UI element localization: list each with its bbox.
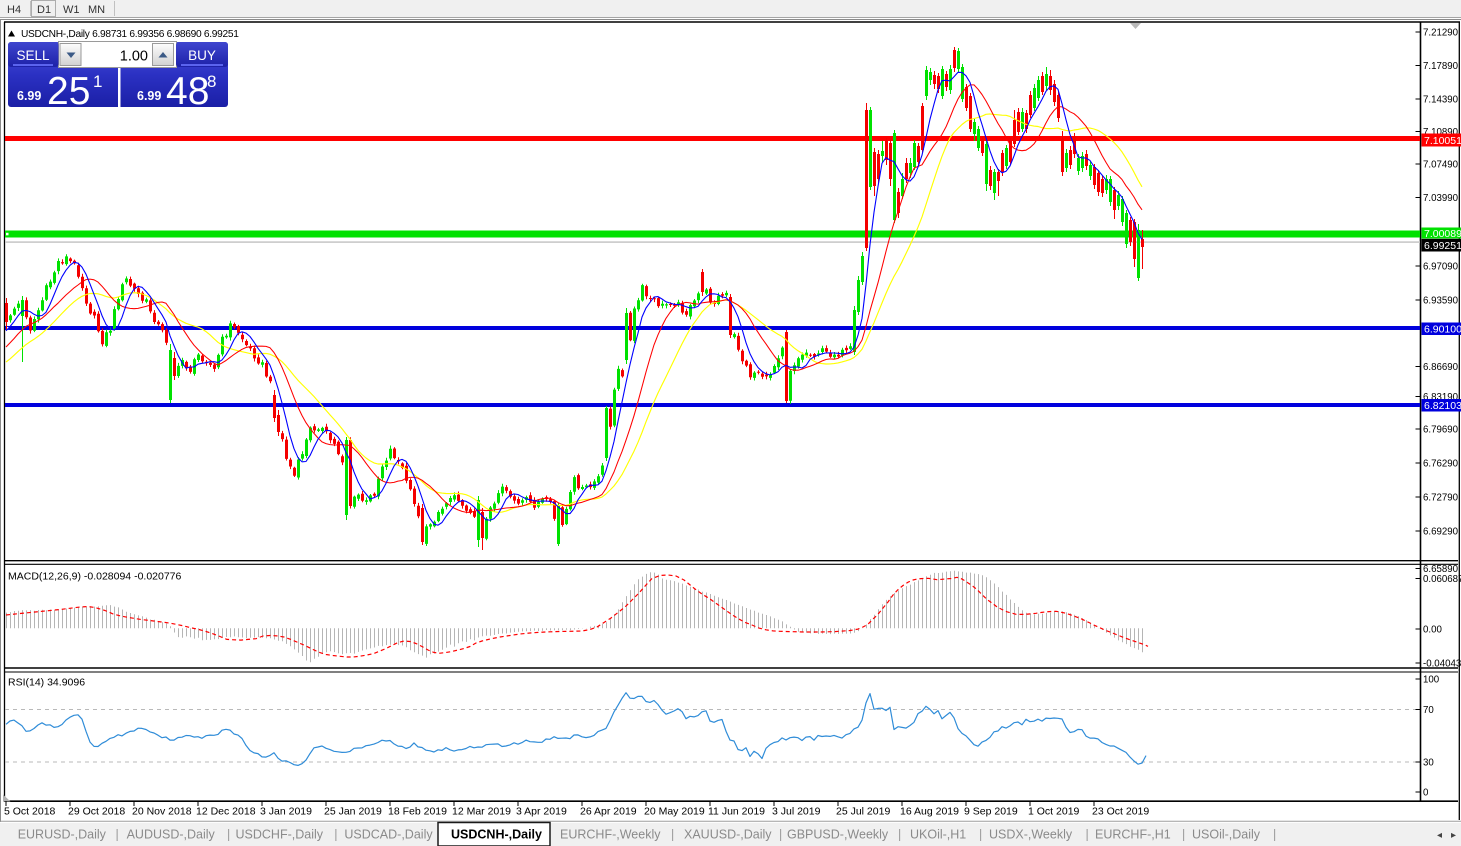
svg-text:|: | <box>671 828 674 842</box>
svg-text:6.79690: 6.79690 <box>1423 424 1459 435</box>
svg-text:70: 70 <box>1423 705 1434 716</box>
svg-text:23 Oct 2019: 23 Oct 2019 <box>1092 806 1149 818</box>
svg-text:|: | <box>1182 828 1185 842</box>
svg-text:6.90100: 6.90100 <box>1424 324 1461 336</box>
svg-text:18 Feb 2019: 18 Feb 2019 <box>388 806 447 818</box>
svg-text:W1: W1 <box>63 4 80 16</box>
svg-text:|: | <box>779 828 782 842</box>
svg-text:6.76290: 6.76290 <box>1423 458 1459 469</box>
svg-text:6.72790: 6.72790 <box>1423 492 1459 503</box>
svg-text:▸: ▸ <box>1451 830 1456 841</box>
svg-text:-0.040431: -0.040431 <box>1423 658 1461 669</box>
svg-text:|: | <box>1086 828 1089 842</box>
svg-text:7.07490: 7.07490 <box>1423 159 1459 170</box>
svg-text:6.83190: 6.83190 <box>1423 392 1459 403</box>
svg-text:|: | <box>1273 828 1276 842</box>
svg-text:6.69290: 6.69290 <box>1423 526 1459 537</box>
svg-text:1 Oct 2019: 1 Oct 2019 <box>1028 806 1080 818</box>
svg-text:3 Jul 2019: 3 Jul 2019 <box>772 806 821 818</box>
svg-text:0: 0 <box>1423 787 1429 798</box>
svg-text:UKOil-,H1: UKOil-,H1 <box>910 828 966 842</box>
svg-text:D1: D1 <box>37 4 51 16</box>
svg-text:|: | <box>334 828 337 842</box>
svg-text:GBPUSD-,Weekly: GBPUSD-,Weekly <box>787 828 889 842</box>
svg-text:6.93590: 6.93590 <box>1423 295 1459 306</box>
svg-text:EURUSD-,Daily: EURUSD-,Daily <box>18 828 107 842</box>
svg-text:6.99: 6.99 <box>17 89 41 103</box>
svg-text:3 Jan 2019: 3 Jan 2019 <box>260 806 312 818</box>
svg-text:7.10890: 7.10890 <box>1423 127 1459 138</box>
svg-text:6.82103: 6.82103 <box>1424 400 1461 412</box>
svg-text:25 Jan 2019: 25 Jan 2019 <box>324 806 382 818</box>
svg-text:BUY: BUY <box>188 48 216 63</box>
svg-text:48: 48 <box>166 70 209 113</box>
svg-text:XAUUSD-,Daily: XAUUSD-,Daily <box>684 828 772 842</box>
svg-text:29 Oct 2018: 29 Oct 2018 <box>68 806 125 818</box>
svg-text:16 Aug 2019: 16 Aug 2019 <box>900 806 959 818</box>
svg-text:◂: ◂ <box>1437 830 1442 841</box>
svg-text:|: | <box>227 828 230 842</box>
svg-text:6.99: 6.99 <box>137 89 161 103</box>
svg-text:AUDUSD-,Daily: AUDUSD-,Daily <box>127 828 216 842</box>
svg-text:0.00: 0.00 <box>1423 624 1442 635</box>
svg-text:20 Nov 2018: 20 Nov 2018 <box>132 806 192 818</box>
svg-text:11 Jun 2019: 11 Jun 2019 <box>708 806 765 818</box>
svg-text:|: | <box>116 828 119 842</box>
svg-text:USDX-,Weekly: USDX-,Weekly <box>989 828 1073 842</box>
svg-text:26 Apr 2019: 26 Apr 2019 <box>580 806 637 818</box>
svg-text:5 Oct 2018: 5 Oct 2018 <box>4 806 56 818</box>
svg-text:MN: MN <box>88 4 105 16</box>
svg-text:100: 100 <box>1423 674 1440 685</box>
svg-text:USDCHF-,Daily: USDCHF-,Daily <box>236 828 324 842</box>
svg-text:MACD(12,26,9) -0.028094 -0.020: MACD(12,26,9) -0.028094 -0.020776 <box>8 571 182 583</box>
svg-text:7.17890: 7.17890 <box>1423 61 1459 72</box>
svg-text:6.65890: 6.65890 <box>1423 564 1459 575</box>
svg-text:USDCNH-,Daily 6.98731 6.99356: USDCNH-,Daily 6.98731 6.99356 6.98690 6.… <box>21 29 239 40</box>
svg-text:7.14390: 7.14390 <box>1423 94 1459 105</box>
svg-text:7.00089: 7.00089 <box>1424 228 1461 240</box>
svg-text:25: 25 <box>47 70 90 113</box>
svg-text:|: | <box>898 828 901 842</box>
svg-text:USDCAD-,Daily: USDCAD-,Daily <box>344 828 433 842</box>
svg-text:EURCHF-,H1: EURCHF-,H1 <box>1095 828 1171 842</box>
svg-text:SELL: SELL <box>16 48 50 63</box>
svg-text:0.060687: 0.060687 <box>1423 574 1461 585</box>
svg-text:7.21290: 7.21290 <box>1423 27 1459 38</box>
svg-text:30: 30 <box>1423 757 1434 768</box>
svg-text:20 May 2019: 20 May 2019 <box>644 806 705 818</box>
svg-text:12 Mar 2019: 12 Mar 2019 <box>452 806 511 818</box>
svg-text:8: 8 <box>207 72 216 91</box>
svg-text:H4: H4 <box>7 4 21 16</box>
svg-text:3 Apr 2019: 3 Apr 2019 <box>516 806 567 818</box>
svg-text:25 Jul 2019: 25 Jul 2019 <box>836 806 890 818</box>
svg-text:USDCNH-,Daily: USDCNH-,Daily <box>451 828 542 842</box>
svg-text:7.03990: 7.03990 <box>1423 193 1459 204</box>
svg-text:7.10051: 7.10051 <box>1424 135 1461 147</box>
svg-text:6.97090: 6.97090 <box>1423 261 1459 272</box>
svg-text:12 Dec 2018: 12 Dec 2018 <box>196 806 256 818</box>
svg-text:USOil-,Daily: USOil-,Daily <box>1192 828 1261 842</box>
svg-text:1: 1 <box>93 72 102 91</box>
svg-text:RSI(14) 34.9096: RSI(14) 34.9096 <box>8 677 85 689</box>
svg-text:9 Sep 2019: 9 Sep 2019 <box>964 806 1018 818</box>
svg-text:6.99251: 6.99251 <box>1424 240 1461 252</box>
svg-text:EURCHF-,Weekly: EURCHF-,Weekly <box>560 828 661 842</box>
svg-text:1.00: 1.00 <box>120 49 148 65</box>
svg-text:|: | <box>979 828 982 842</box>
svg-text:6.86690: 6.86690 <box>1423 362 1459 373</box>
